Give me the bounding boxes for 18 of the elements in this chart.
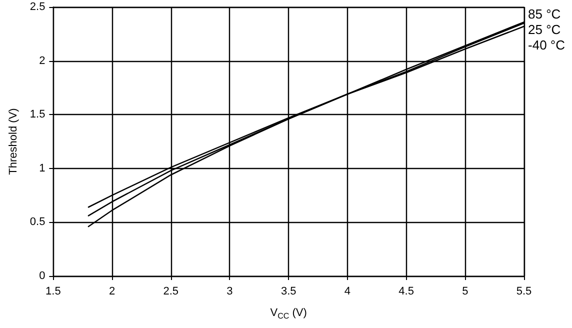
x-tick-label: 3.5 [280,286,296,298]
series-label: 25 °C [528,22,561,37]
x-tick-label: 5.5 [516,286,532,298]
x-tick-label: 4.5 [398,286,414,298]
y-tick-label: 2.5 [30,1,46,13]
y-tick-label: 1 [39,162,46,174]
x-tick-label: 2.5 [163,286,179,298]
y-tick-label: 2 [39,54,46,67]
series-label: 85 °C [528,6,561,22]
x-tick-label: 2 [108,286,116,298]
y-tick-label: 0 [39,270,46,282]
x-tick-label: 4 [344,286,351,298]
series-label: -40 °C [528,38,566,52]
y-tick-label: 1.5 [30,108,46,121]
x-tick-label: 5 [462,286,468,298]
y-tick-label: 0.5 [30,216,46,228]
x-tick-label: 3 [226,286,233,298]
y-axis-title: Threshold (V) [8,108,20,175]
